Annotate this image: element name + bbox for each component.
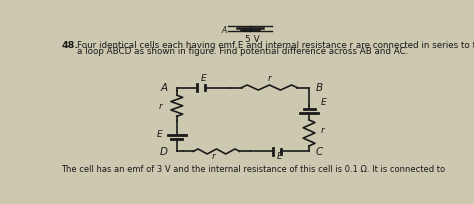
Text: D: D [160,146,168,156]
Text: r: r [267,74,271,83]
Text: A: A [161,82,168,92]
Text: C: C [316,146,323,156]
Text: Four identical cells each having emf E and internal resistance r are connected i: Four identical cells each having emf E a… [77,41,474,50]
Text: E: E [321,98,327,106]
Text: E: E [201,74,206,83]
Text: a loop ABCD as shown in figure. Find potential difference across AB and AC.: a loop ABCD as shown in figure. Find pot… [77,47,408,56]
Text: B: B [316,82,323,92]
Text: E: E [157,129,163,138]
Text: r: r [321,125,325,134]
Text: 48.: 48. [61,41,78,50]
Text: r: r [159,101,163,110]
Text: r: r [211,151,215,160]
Text: 5 V: 5 V [245,34,259,43]
Text: A: A [221,26,227,34]
Text: The cell has an emf of 3 V and the internal resistance of this cell is 0.1 Ω. It: The cell has an emf of 3 V and the inter… [61,164,445,173]
Text: E: E [276,151,282,160]
